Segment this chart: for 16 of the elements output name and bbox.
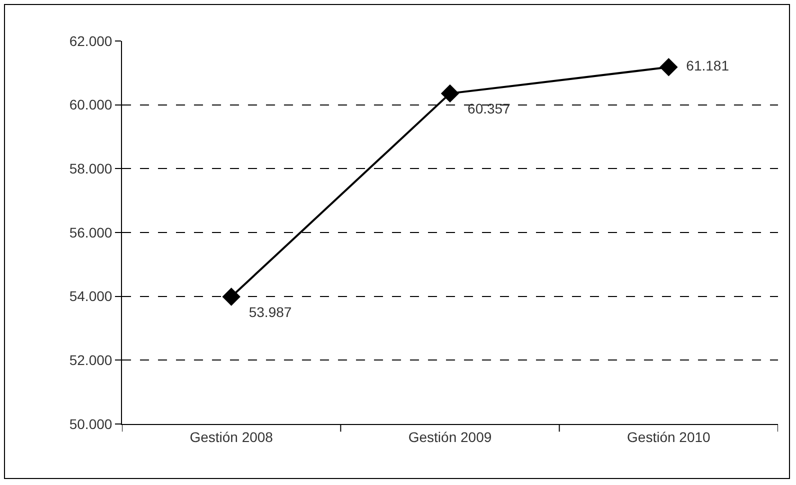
y-tick-label: 60.000	[69, 96, 112, 113]
data-label: 53.987	[241, 304, 292, 320]
data-label: 61.181	[678, 58, 730, 74]
data-label: 60.357	[460, 100, 511, 117]
y-tick-label: 54.000	[69, 288, 112, 304]
y-tick-label: 52.000	[69, 352, 112, 368]
point	[222, 288, 240, 306]
point	[440, 84, 460, 103]
x-tick-label: Gestión 2010	[627, 428, 711, 445]
y-tick-label: 56.000	[69, 224, 112, 240]
y-tick-label: 58.000	[69, 160, 112, 177]
point	[660, 58, 678, 76]
x-tick-label: Gestión 2009	[408, 428, 492, 445]
y-tick-label: 50.000	[69, 416, 112, 432]
y-tick-label: 62.000	[69, 32, 112, 49]
x-tick-label: Gestión 2008	[190, 428, 274, 445]
